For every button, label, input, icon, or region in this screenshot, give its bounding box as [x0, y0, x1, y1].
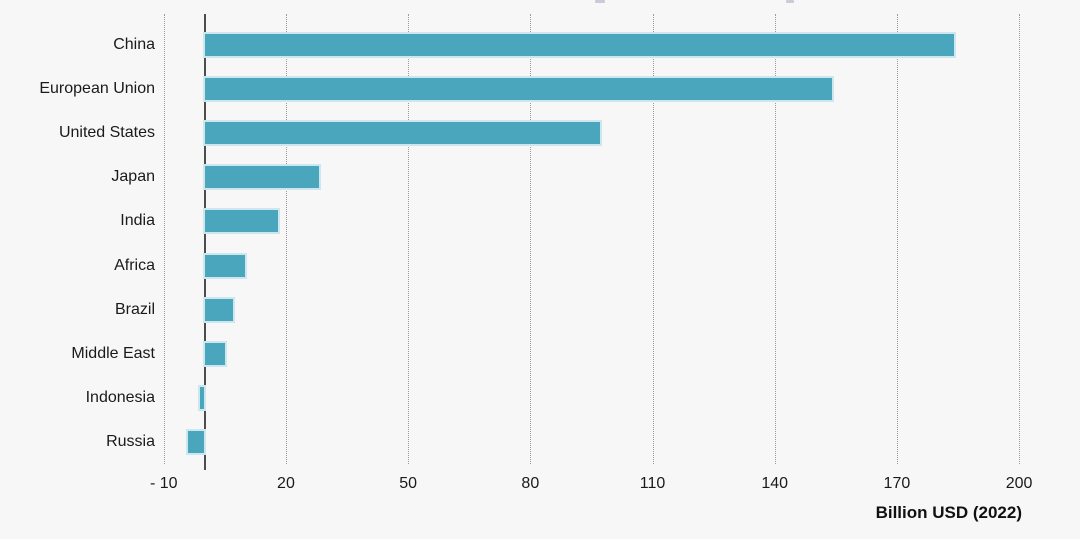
x-tick-label: 170 — [883, 475, 911, 492]
bar-africa — [204, 254, 246, 277]
category-label: Russia — [106, 433, 155, 451]
x-tick-label: 50 — [399, 475, 418, 492]
bar-indonesia — [200, 387, 205, 410]
x-tick-label: 110 — [639, 475, 666, 492]
gridline-x-50 — [408, 14, 410, 464]
category-label: China — [113, 35, 155, 53]
x-tick-label: 140 — [761, 475, 789, 492]
gridline-x--10 — [163, 14, 165, 464]
gridline-x-140 — [774, 14, 776, 464]
zero-axis-line — [203, 14, 206, 470]
x-tick-label: 20 — [277, 475, 295, 492]
gridline-x-20 — [285, 14, 287, 464]
bar-middle-east — [204, 342, 225, 365]
bar-united-states — [204, 121, 600, 144]
category-label: Middle East — [71, 344, 155, 362]
bar-china — [204, 33, 954, 56]
bar-european-union — [204, 77, 832, 100]
clipped-title-fragment — [595, 0, 605, 3]
gridline-x-200 — [1019, 14, 1021, 464]
gridline-x-170 — [896, 14, 898, 464]
x-tick-label: - 10 — [149, 475, 178, 492]
category-label: European Union — [39, 79, 155, 97]
bar-russia — [188, 431, 205, 454]
bar-brazil — [204, 298, 233, 321]
category-label: Brazil — [114, 300, 155, 318]
clipped-title-fragment — [786, 0, 794, 3]
x-tick-label: 200 — [1005, 475, 1033, 492]
x-tick-label: 80 — [521, 475, 540, 492]
category-label: Indonesia — [85, 389, 155, 407]
category-label: Japan — [111, 168, 155, 186]
category-label: India — [120, 212, 155, 230]
x-axis-unit-label: Billion USD (2022) — [875, 503, 1022, 522]
gridline-x-110 — [652, 14, 654, 464]
bar-japan — [204, 166, 319, 189]
category-label: United States — [58, 123, 155, 141]
gridline-x-80 — [530, 14, 532, 464]
bar-india — [204, 210, 278, 233]
category-label: Africa — [114, 256, 155, 274]
